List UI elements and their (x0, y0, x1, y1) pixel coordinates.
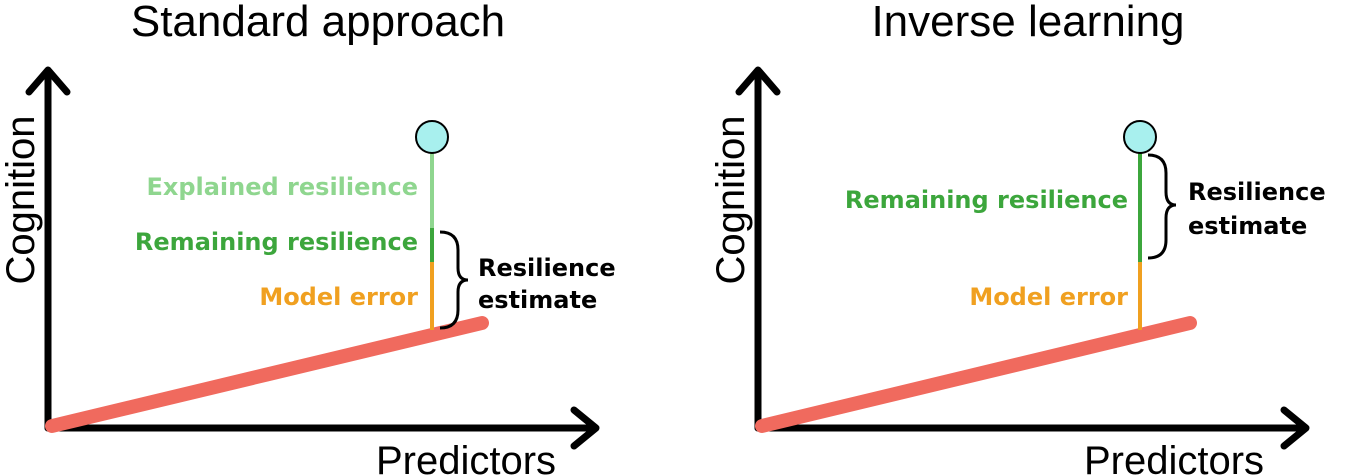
panel-inverse-learning: Inverse learning Cognition Predictors Re… (709, 0, 1326, 476)
y-axis-label: Cognition (0, 115, 43, 284)
resilience-estimate-label-line1: Resilience (1188, 178, 1326, 206)
resilience-estimate-label-line1: Resilience (478, 254, 616, 282)
axes (25, 66, 600, 450)
regression-line (45, 316, 489, 433)
observation-point (415, 120, 449, 154)
x-axis-arrow-icon (1280, 406, 1310, 450)
y-axis-arrow-icon (735, 66, 781, 96)
explained-resilience-label: Explained resilience (146, 173, 418, 201)
resilience-estimate-label-line2: estimate (478, 286, 597, 314)
x-axis-arrow-icon (570, 406, 600, 450)
x-axis-label: Predictors (1084, 439, 1264, 476)
remaining-resilience-label: Remaining resilience (845, 186, 1128, 214)
model-error-label: Model error (969, 283, 1128, 311)
resilience-estimate-label-line2: estimate (1188, 212, 1307, 240)
observation-point (1123, 120, 1157, 154)
axes (735, 66, 1310, 450)
panel-title: Inverse learning (871, 0, 1184, 46)
remaining-resilience-label: Remaining resilience (135, 228, 418, 256)
panel-title: Standard approach (131, 0, 505, 46)
panel-standard-approach: Standard approach Cognition Predictors E… (0, 0, 616, 476)
regression-line (755, 316, 1197, 433)
y-axis-arrow-icon (25, 66, 71, 96)
curly-brace-icon (439, 230, 469, 330)
y-axis-label: Cognition (709, 115, 753, 284)
x-axis-label: Predictors (376, 439, 556, 476)
model-error-label: Model error (259, 283, 418, 311)
curly-brace-icon (1147, 153, 1177, 260)
